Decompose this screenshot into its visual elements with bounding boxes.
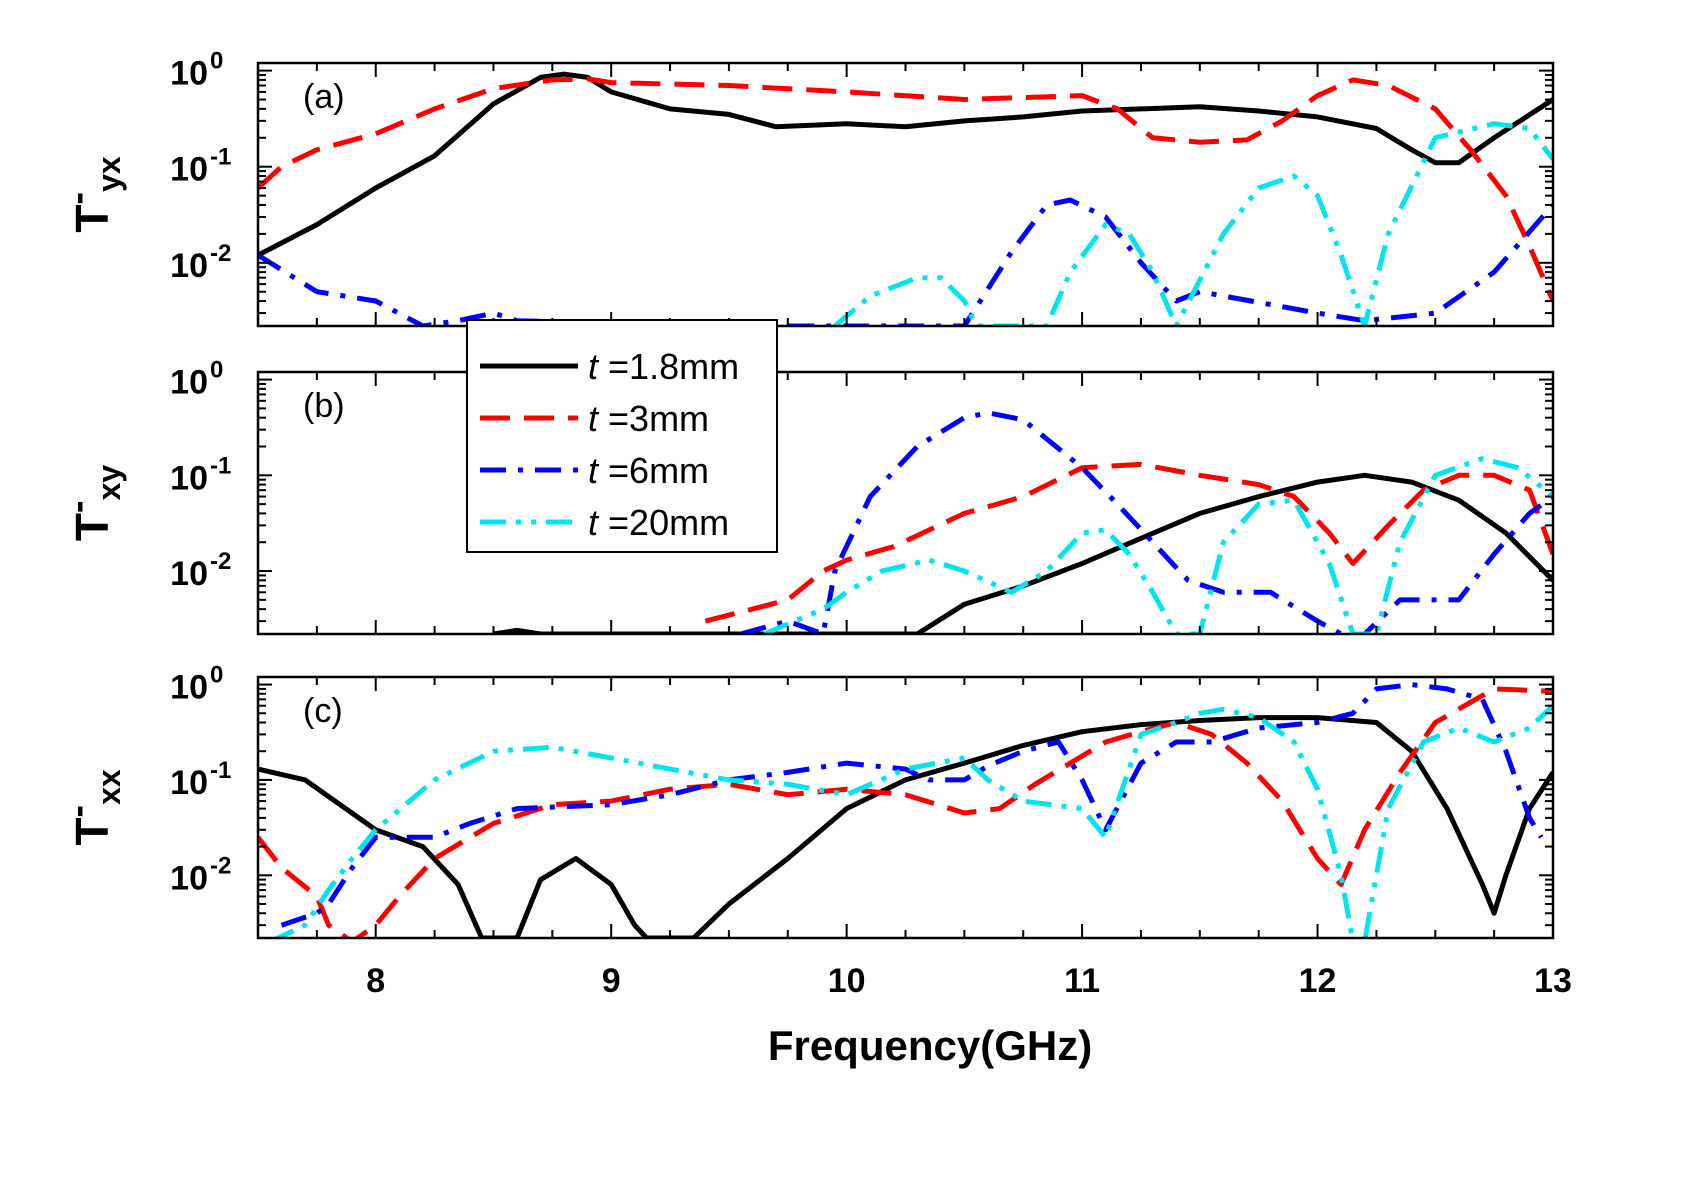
series-line-t-6mm bbox=[280, 682, 1544, 928]
y-tick-label: 10 bbox=[170, 247, 208, 285]
y-tick-exponent: 0 bbox=[210, 357, 223, 384]
legend-entry: t =1.8mm bbox=[588, 346, 739, 387]
series-line-t-20mm bbox=[763, 456, 1553, 634]
y-ticks bbox=[258, 69, 1553, 315]
x-tick-label: 10 bbox=[828, 962, 866, 1000]
x-tick-label: 12 bbox=[1299, 962, 1337, 1000]
y-tick-exponent: -1 bbox=[210, 452, 231, 479]
series-line-t-6mm bbox=[740, 410, 1553, 634]
plot-frame bbox=[256, 370, 1555, 636]
series-group bbox=[258, 682, 1553, 938]
y-axis-label: T-yx bbox=[57, 156, 127, 233]
series-line-t-6mm bbox=[258, 197, 1553, 326]
x-tick-label: 11 bbox=[1064, 962, 1100, 1000]
legend-entry: t =6mm bbox=[588, 450, 709, 491]
panel-letter: (b) bbox=[303, 387, 345, 425]
y-tick-exponent: -2 bbox=[210, 548, 231, 575]
y-tick-label: 10 bbox=[170, 459, 208, 497]
y-tick-exponent: -2 bbox=[210, 852, 231, 879]
plot-frame bbox=[256, 61, 1555, 328]
series-line-t-20mm bbox=[272, 703, 1553, 938]
y-tick-label: 10 bbox=[170, 764, 208, 802]
x-tick-label: 8 bbox=[366, 962, 385, 1000]
panel-letter: (c) bbox=[303, 692, 343, 730]
legend-entry: t =20mm bbox=[588, 502, 729, 543]
series-line-t-3mm bbox=[704, 461, 1553, 624]
y-tick-label: 10 bbox=[170, 669, 208, 707]
y-axis-label: T-xy bbox=[57, 465, 127, 542]
panel-letter: (a) bbox=[303, 78, 345, 116]
x-axis-label: Frequency(GHz) bbox=[768, 1022, 1092, 1069]
series-line-t-1.8mm bbox=[493, 472, 1553, 634]
series-group bbox=[258, 71, 1553, 326]
y-ticks bbox=[258, 378, 1553, 623]
series-line-t-20mm bbox=[833, 121, 1553, 326]
y-tick-label: 10 bbox=[170, 364, 208, 402]
series-line-t-3mm bbox=[258, 76, 1553, 302]
series-group bbox=[493, 410, 1553, 634]
y-axis-label: T-xx bbox=[57, 769, 127, 846]
y-tick-exponent: -1 bbox=[210, 144, 231, 171]
y-tick-label: 10 bbox=[170, 55, 208, 93]
x-tick-label: 13 bbox=[1534, 962, 1572, 1000]
x-ticks bbox=[257, 63, 1554, 326]
y-ticks bbox=[258, 683, 1553, 927]
y-tick-exponent: 0 bbox=[210, 662, 223, 689]
y-tick-label: 10 bbox=[170, 555, 208, 593]
x-tick-labels: 8 9 10 11 12 13 bbox=[366, 962, 1572, 1000]
x-tick-label: 9 bbox=[602, 962, 621, 1000]
legend-box bbox=[466, 319, 778, 553]
plot-frame bbox=[256, 675, 1555, 940]
series-line-t-1.8mm bbox=[258, 71, 1553, 258]
series-line-t-3mm bbox=[258, 686, 1553, 938]
y-tick-label: 10 bbox=[170, 859, 208, 897]
y-tick-label: 10 bbox=[170, 151, 208, 189]
y-tick-exponent: -1 bbox=[210, 757, 231, 784]
legend: t =1.8mm t =3mm t =6mm t =20mm bbox=[466, 319, 778, 553]
y-tick-exponent: -2 bbox=[210, 240, 231, 267]
legend-entry: t =3mm bbox=[588, 398, 709, 439]
y-tick-exponent: 0 bbox=[210, 48, 223, 75]
series-line-t-1.8mm bbox=[258, 715, 1553, 938]
x-ticks bbox=[257, 372, 1554, 634]
x-ticks bbox=[257, 677, 1554, 938]
